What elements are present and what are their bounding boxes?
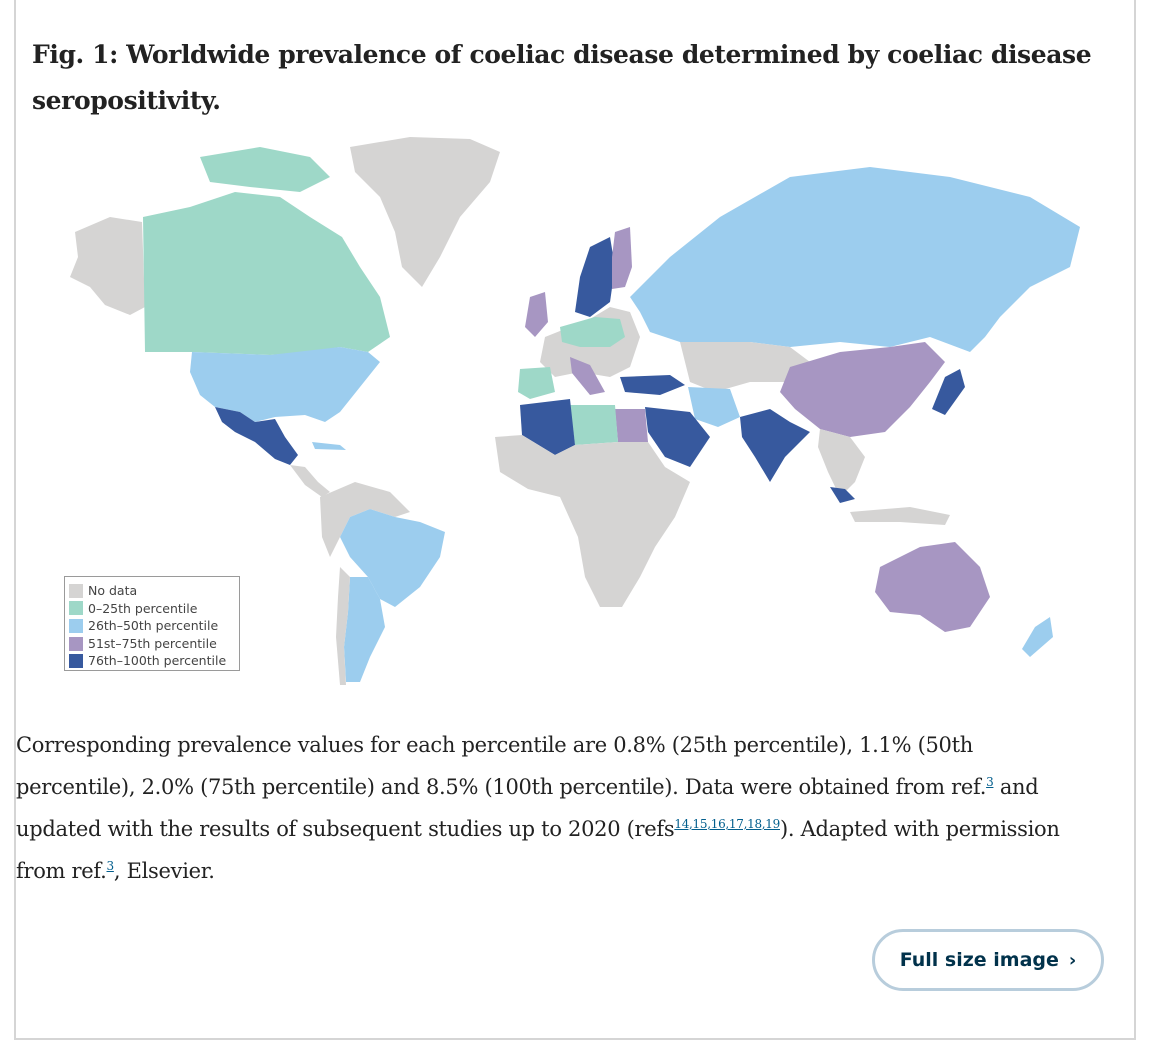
legend-swatch-76-100 — [69, 654, 83, 669]
map-legend: No data 0–25th percentile 26th–50th perc… — [64, 576, 240, 671]
figure-caption: Corresponding prevalence values for each… — [16, 724, 1076, 892]
map-iberia — [518, 367, 555, 399]
legend-item: No data — [69, 582, 235, 600]
chevron-right-icon: › — [1068, 949, 1077, 971]
map-india — [740, 409, 810, 482]
map-mexico — [215, 407, 298, 465]
map-finland — [612, 227, 632, 289]
legend-swatch-no-data — [69, 583, 83, 598]
map-canada-islands — [200, 147, 330, 192]
map-saudi — [645, 407, 710, 467]
legend-label: 76th–100th percentile — [88, 653, 227, 669]
world-map — [70, 137, 1080, 685]
legend-label: No data — [88, 583, 138, 598]
map-europe-teal — [560, 317, 625, 347]
map-italy — [570, 357, 605, 395]
legend-item: 51st–75th percentile — [69, 635, 235, 653]
legend-label: 0–25th percentile — [88, 600, 198, 616]
reference-link-3-second[interactable]: 3 — [106, 859, 115, 873]
map-central-asia — [680, 342, 810, 392]
full-size-image-button[interactable]: Full size image › — [872, 929, 1104, 991]
map-africa — [495, 435, 690, 607]
legend-label: 26th–50th percentile — [88, 618, 219, 634]
map-sweden — [575, 237, 615, 317]
caption-text-2: and updated with the results of subseque… — [16, 775, 1039, 841]
caption-text-1: Corresponding prevalence values for each… — [16, 733, 987, 799]
legend-label: 51st–75th percentile — [88, 635, 217, 651]
map-central-america — [290, 465, 330, 497]
reference-links-14-19[interactable]: 14,15,16,17,18,19 — [674, 817, 780, 831]
legend-swatch-51-75 — [69, 636, 83, 651]
legend-swatch-0-25 — [69, 601, 83, 616]
map-alaska — [70, 217, 145, 315]
map-brazil — [340, 509, 445, 607]
map-egypt — [615, 409, 648, 442]
map-algeria — [520, 399, 575, 455]
legend-swatch-26-50 — [69, 618, 83, 633]
map-argentina — [344, 577, 385, 682]
map-libya — [570, 405, 618, 445]
reference-link-3[interactable]: 3 — [986, 775, 994, 789]
legend-item: 0–25th percentile — [69, 600, 235, 618]
map-chile — [336, 567, 350, 685]
full-size-image-label: Full size image — [899, 949, 1059, 971]
caption-text-3: ). Adapted with permission from ref. — [16, 817, 1060, 883]
map-indonesia — [850, 507, 950, 525]
map-australia — [875, 542, 990, 632]
map-canada — [143, 192, 390, 355]
map-china — [780, 342, 945, 437]
map-uk — [525, 292, 548, 337]
map-south-america-north — [320, 482, 410, 557]
caption-text-4: , Elsevier. — [113, 859, 215, 883]
map-malaysia — [830, 487, 855, 503]
legend-item: 26th–50th percentile — [69, 617, 235, 635]
map-new-zealand — [1022, 617, 1053, 657]
legend-item: 76th–100th percentile — [69, 652, 235, 670]
map-turkey — [620, 375, 685, 395]
map-se-asia — [818, 429, 865, 497]
map-japan — [932, 369, 965, 415]
map-usa — [190, 347, 380, 422]
map-iran — [688, 387, 740, 427]
map-caribbean — [312, 442, 346, 450]
map-greenland — [350, 137, 500, 287]
figure-title: Fig. 1: Worldwide prevalence of coeliac … — [32, 40, 1092, 115]
map-russia — [630, 167, 1080, 352]
